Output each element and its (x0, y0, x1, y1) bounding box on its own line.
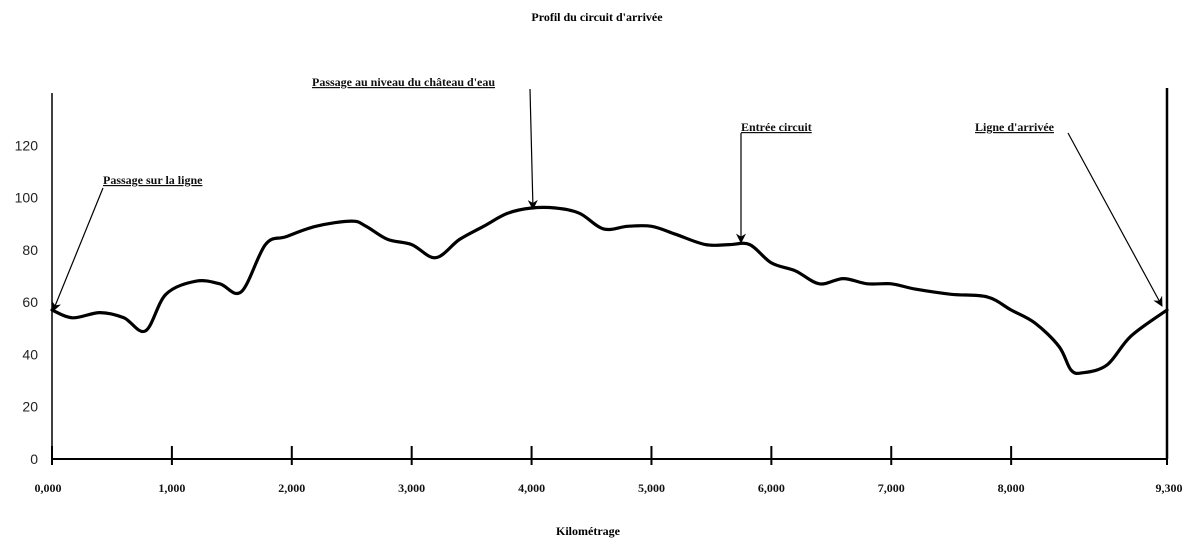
y-tick-label: 120 (15, 137, 39, 153)
x-tick-label: 5,000 (638, 481, 665, 495)
annotation-label: Passage au niveau du château d'eau (312, 75, 495, 89)
chart-title: Profil du circuit d'arrivée (531, 10, 663, 24)
x-tick-label: 0,000 (35, 481, 62, 495)
y-axis: 0 20 40 60 80 100 120 (15, 88, 1169, 467)
y-tick-label: 100 (15, 190, 39, 206)
annotation-label: Ligne d'arrivée (975, 120, 1055, 134)
x-tick-label: 4,000 (518, 481, 545, 495)
x-tick-label: 7,000 (878, 481, 905, 495)
x-tick-label: 1,000 (158, 481, 185, 495)
y-tick-label: 20 (22, 399, 38, 415)
x-tick-label: 6,000 (758, 481, 785, 495)
annotation-arrow (1067, 132, 1163, 307)
y-tick-label: 0 (30, 451, 38, 467)
series-line-0 (50, 205, 1169, 376)
x-tick-label: 3,000 (398, 481, 425, 495)
x-tick-label: 2,000 (278, 481, 305, 495)
annotation-arrow (51, 187, 104, 312)
annotation-arrow (527, 88, 538, 211)
plot-area (50, 205, 1169, 376)
annotations: Passage sur la ligne Passage au niveau du… (51, 75, 1163, 312)
x-tick-label: 9,300 (1156, 481, 1183, 495)
y-tick-label: 40 (22, 346, 38, 362)
x-axis: 0,000 1,000 2,000 3,000 4,000 5,000 6,000 7,000… (35, 446, 1183, 495)
y-tick-label: 80 (22, 242, 38, 258)
x-axis-label: Kilométrage (556, 524, 621, 538)
annotation-label: Entrée circuit (741, 120, 812, 134)
annotation-label: Passage sur la ligne (103, 173, 203, 187)
x-tick-label: 8,000 (998, 481, 1025, 495)
y-tick-label: 60 (22, 294, 38, 310)
